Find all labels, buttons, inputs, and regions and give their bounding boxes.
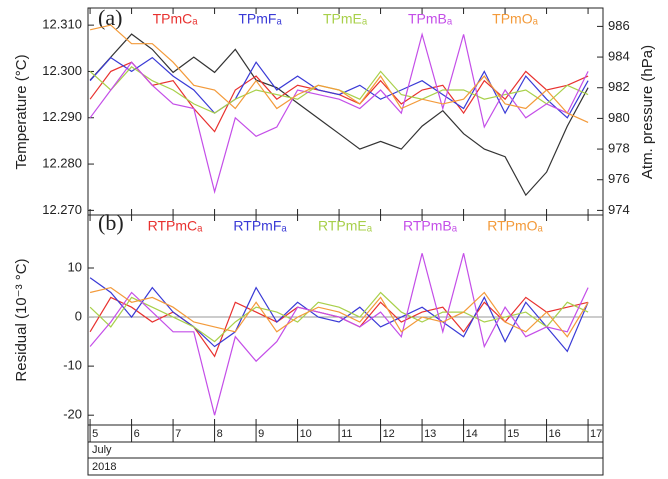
series-line <box>89 253 589 416</box>
panel-label: (a) <box>98 5 122 30</box>
y-axis-label: Residual (10⁻³ °C) <box>13 258 30 381</box>
y2-tick-label: 974 <box>608 202 630 217</box>
legend-label: RTPmCₐ <box>148 218 204 234</box>
series-line <box>89 33 589 197</box>
legend-label: RTPmFₐ <box>233 218 287 234</box>
y-tick-label: 10 <box>68 259 82 274</box>
series-line <box>89 291 589 343</box>
x-tick-label: 6 <box>134 428 140 440</box>
series-line <box>89 56 589 119</box>
legend-label: RTPmOₐ <box>487 218 543 234</box>
legend-label: TPmBₐ <box>408 11 453 27</box>
y-tick-label: 0 <box>75 308 82 323</box>
series-line <box>89 24 589 123</box>
y-axis-label: Temperature (°C) <box>13 54 30 169</box>
x-tick-label: 5 <box>92 428 98 440</box>
panel-label: (b) <box>98 210 124 235</box>
x-tick-label: 14 <box>466 428 478 440</box>
month-label: July <box>92 444 112 456</box>
x-tick-label: 17 <box>590 428 602 440</box>
y-tick-label: 12.300 <box>42 63 82 78</box>
legend-label: TPmCₐ <box>153 11 199 27</box>
x-tick-label: 11 <box>341 428 352 440</box>
year-label: 2018 <box>92 461 116 473</box>
y-tick-label: 12.290 <box>42 109 82 124</box>
legend-label: TPmEₐ <box>323 11 368 27</box>
x-tick-label: 10 <box>300 428 312 440</box>
x-tick-label: 16 <box>549 428 561 440</box>
series-line <box>89 32 589 195</box>
x-tick-label: 12 <box>383 428 395 440</box>
y-tick-label: 12.310 <box>42 17 82 32</box>
panel-a-frame <box>87 7 604 216</box>
x-tick-label: 7 <box>175 428 181 440</box>
y2-tick-label: 986 <box>608 18 630 33</box>
date-axis-frame <box>87 424 604 476</box>
y-tick-label: 12.270 <box>42 202 82 217</box>
y-tick-label: -20 <box>63 407 82 422</box>
y2-tick-label: 978 <box>608 141 630 156</box>
legend-label: TPmFₐ <box>238 11 282 27</box>
legend-label: TPmOₐ <box>492 11 538 27</box>
y2-tick-label: 976 <box>608 171 630 186</box>
legend-label: RTPmEₐ <box>318 218 373 234</box>
y2-tick-label: 982 <box>608 79 630 94</box>
x-tick-label: 8 <box>217 428 223 440</box>
series-line <box>89 277 589 353</box>
x-tick-label: 9 <box>258 428 264 440</box>
y-tick-label: -10 <box>63 358 82 373</box>
x-tick-label: 15 <box>507 428 519 440</box>
y2-axis-label: Atm. pressure (hPa) <box>639 45 656 179</box>
legend-label: RTPmBₐ <box>403 218 458 234</box>
series-line <box>89 286 589 338</box>
x-tick-label: 13 <box>424 428 436 440</box>
y2-tick-label: 984 <box>608 49 630 64</box>
y-tick-label: 12.280 <box>42 155 82 170</box>
y2-tick-label: 980 <box>608 110 630 125</box>
